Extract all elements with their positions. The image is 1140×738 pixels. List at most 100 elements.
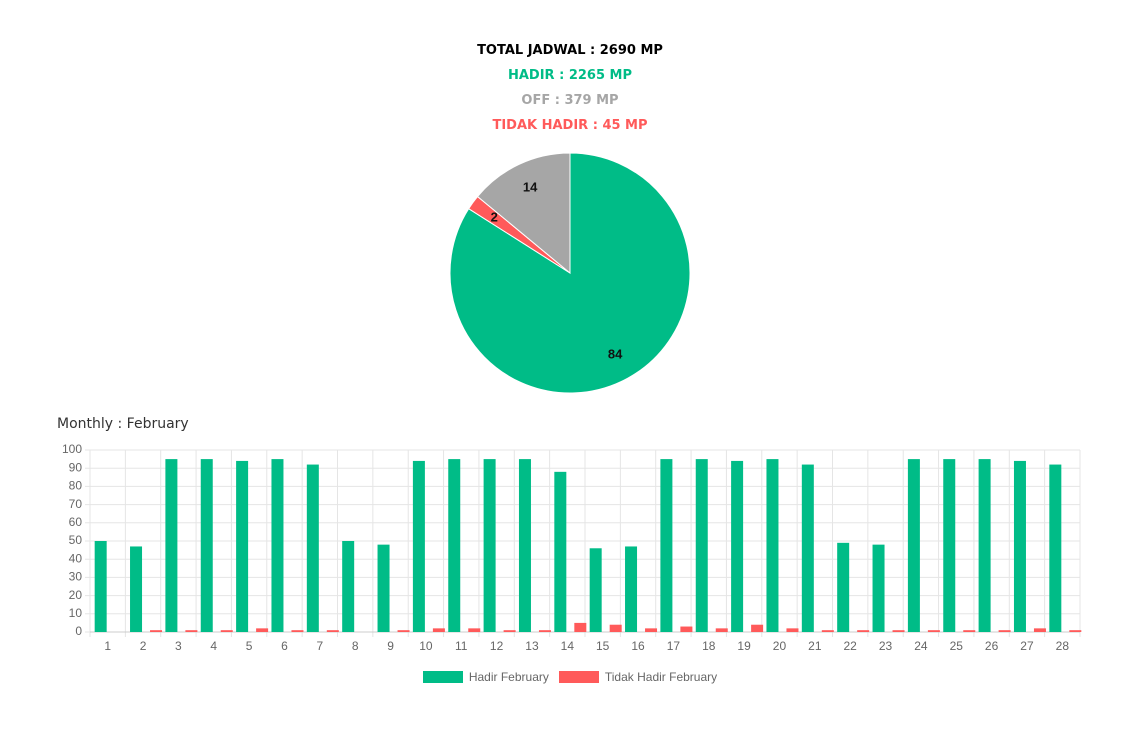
bar-tidak-hadir[interactable] xyxy=(821,630,834,632)
bar-tidak-hadir[interactable] xyxy=(1033,628,1046,632)
pie-slice-off[interactable] xyxy=(476,152,571,275)
x-tick-label: 22 xyxy=(843,639,857,653)
x-tick-label: 17 xyxy=(667,639,681,653)
bar-tidak-hadir[interactable] xyxy=(751,624,764,632)
x-tick-label: 28 xyxy=(1056,639,1070,653)
bar-tidak-hadir[interactable] xyxy=(715,628,728,632)
bar-tidak-hadir[interactable] xyxy=(326,630,339,632)
bar-tidak-hadir[interactable] xyxy=(963,630,976,632)
bar-hadir[interactable] xyxy=(200,459,213,632)
x-tick-label: 2 xyxy=(140,639,147,653)
x-tick-label: 19 xyxy=(737,639,751,653)
tidak-hadir-label: TIDAK HADIR : 45 MP xyxy=(492,118,648,133)
x-tick-label: 27 xyxy=(1020,639,1034,653)
bar-tidak-hadir[interactable] xyxy=(468,628,481,632)
x-tick-label: 12 xyxy=(490,639,504,653)
pie-label-tidak-hadir: 2 xyxy=(491,209,498,224)
bar-hadir[interactable] xyxy=(377,544,390,632)
x-tick-label: 5 xyxy=(246,639,253,653)
bar-tidak-hadir[interactable] xyxy=(1069,630,1082,632)
bar-tidak-hadir[interactable] xyxy=(892,630,905,632)
bar-hadir[interactable] xyxy=(978,459,991,632)
bar-hadir[interactable] xyxy=(589,548,602,632)
bar-tidak-hadir[interactable] xyxy=(786,628,799,632)
total-jadwal-label: TOTAL JADWAL : 2690 MP xyxy=(477,43,663,58)
legend-swatch-hadir xyxy=(422,671,463,683)
bar-hadir[interactable] xyxy=(625,546,638,632)
bar-hadir[interactable] xyxy=(94,541,107,632)
x-tick-label: 6 xyxy=(281,639,288,653)
bar-tidak-hadir[interactable] xyxy=(291,630,304,632)
bar-hadir[interactable] xyxy=(872,544,885,632)
bar-tidak-hadir[interactable] xyxy=(256,628,269,632)
bar-tidak-hadir[interactable] xyxy=(432,628,445,632)
x-tick-label: 11 xyxy=(455,639,468,653)
attendance-pie-chart: 84 2 14 xyxy=(449,152,691,394)
x-tick-label: 14 xyxy=(561,639,575,653)
bar-tidak-hadir[interactable] xyxy=(185,630,198,632)
bar-hadir[interactable] xyxy=(342,541,355,632)
x-tick-label: 1 xyxy=(104,639,111,653)
x-tick-label: 23 xyxy=(879,639,893,653)
bar-hadir[interactable] xyxy=(306,464,319,632)
bar-hadir[interactable] xyxy=(554,471,567,632)
x-tick-label: 25 xyxy=(950,639,964,653)
x-tick-label: 3 xyxy=(175,639,182,653)
x-tick-label: 13 xyxy=(525,639,539,653)
bar-tidak-hadir[interactable] xyxy=(680,626,693,632)
bar-hadir[interactable] xyxy=(907,459,920,632)
bar-tidak-hadir[interactable] xyxy=(220,630,233,632)
bar-chart-legend: Hadir February Tidak Hadir February xyxy=(0,670,1140,684)
bar-tidak-hadir[interactable] xyxy=(609,624,622,632)
bar-hadir[interactable] xyxy=(130,546,143,632)
x-tick-label: 8 xyxy=(352,639,359,653)
x-tick-label: 24 xyxy=(914,639,928,653)
bar-tidak-hadir[interactable] xyxy=(150,630,163,632)
bar-hadir[interactable] xyxy=(165,459,178,632)
monthly-chart-title: Monthly : February xyxy=(57,416,189,432)
y-tick-label: 80 xyxy=(69,479,83,493)
legend-label-tidak-hadir: Tidak Hadir February xyxy=(604,670,718,684)
bar-tidak-hadir[interactable] xyxy=(645,628,658,632)
bar-hadir[interactable] xyxy=(412,460,425,632)
bar-tidak-hadir[interactable] xyxy=(857,630,870,632)
bar-hadir[interactable] xyxy=(943,459,956,632)
hadir-label: HADIR : 2265 MP xyxy=(507,68,632,83)
y-tick-label: 60 xyxy=(69,515,83,529)
bar-hadir[interactable] xyxy=(483,459,496,632)
bar-hadir[interactable] xyxy=(448,459,461,632)
bar-hadir[interactable] xyxy=(837,542,850,632)
x-tick-label: 21 xyxy=(808,639,822,653)
bar-hadir[interactable] xyxy=(766,459,779,632)
y-tick-label: 30 xyxy=(69,570,83,584)
y-tick-label: 0 xyxy=(75,624,82,638)
y-tick-label: 90 xyxy=(69,460,83,474)
x-tick-label: 4 xyxy=(210,639,217,653)
x-tick-label: 18 xyxy=(702,639,716,653)
bar-hadir[interactable] xyxy=(1049,464,1062,632)
bar-tidak-hadir[interactable] xyxy=(998,630,1011,632)
bar-tidak-hadir[interactable] xyxy=(503,630,516,632)
y-tick-label: 100 xyxy=(62,442,82,456)
bar-hadir[interactable] xyxy=(660,459,673,632)
bar-tidak-hadir[interactable] xyxy=(574,622,587,632)
bar-tidak-hadir[interactable] xyxy=(927,630,940,632)
bar-hadir[interactable] xyxy=(731,460,744,632)
y-tick-label: 50 xyxy=(69,533,83,547)
bar-tidak-hadir[interactable] xyxy=(538,630,551,632)
y-tick-label: 10 xyxy=(69,606,83,620)
legend-item-hadir[interactable]: Hadir February xyxy=(422,670,549,684)
bar-hadir[interactable] xyxy=(695,459,708,632)
bar-hadir[interactable] xyxy=(271,459,284,632)
bar-hadir[interactable] xyxy=(1013,460,1026,632)
y-tick-label: 70 xyxy=(69,497,83,511)
bar-hadir[interactable] xyxy=(236,460,249,632)
legend-label-hadir: Hadir February xyxy=(468,670,549,684)
bar-hadir[interactable] xyxy=(801,464,814,632)
y-tick-label: 20 xyxy=(69,588,83,602)
bar-tidak-hadir[interactable] xyxy=(397,630,410,632)
bar-hadir[interactable] xyxy=(518,459,531,632)
legend-item-tidak-hadir[interactable]: Tidak Hadir February xyxy=(558,670,718,684)
off-label: OFF : 379 MP xyxy=(521,93,619,108)
